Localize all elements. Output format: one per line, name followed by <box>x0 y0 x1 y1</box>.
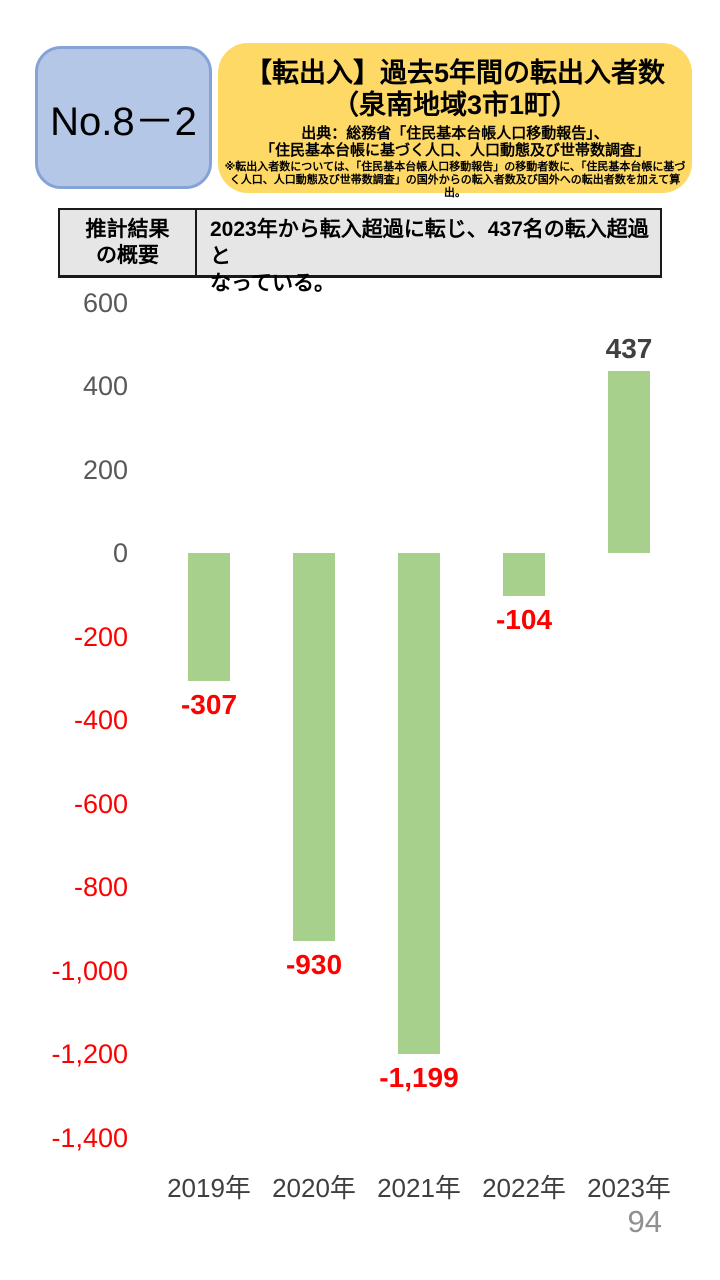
x-axis-label-2020年: 2020年 <box>272 1173 356 1203</box>
y-axis-tick-label: -1,000 <box>51 955 128 986</box>
footnote-text: ※転出入者数については、「住民基本台帳人口移動報告」の移動者数に、「住民基本台帳… <box>224 161 686 199</box>
summary-table: 推計結果 の概要 2023年から転入超過に転じ、437名の転入超過と なっている… <box>58 208 662 295</box>
x-axis-label-2019年: 2019年 <box>167 1173 251 1203</box>
y-axis-tick-label: -400 <box>73 705 128 735</box>
page-title-line-2: （泉南地域3市1町） <box>331 90 579 120</box>
summary-body-line-1: 2023年から転入超過に転じ、437名の転入超過と <box>210 218 649 268</box>
y-axis-tick-label: -1,200 <box>51 1039 128 1069</box>
bar-2022年 <box>503 553 545 597</box>
value-label-2022年: -104 <box>495 604 553 636</box>
x-axis-label-2023年: 2023年 <box>587 1173 671 1203</box>
title-box: 【転出入】過去5年間の転出入者数 （泉南地域3市1町） 出典：総務省「住民基本台… <box>218 43 692 199</box>
y-axis-tick-label: 400 <box>82 371 128 401</box>
value-label-2019年: -307 <box>180 689 238 721</box>
value-label-2021年: -1,199 <box>379 1061 459 1093</box>
summary-body-line-2: なっている。 <box>210 272 335 295</box>
value-label-2023年: 437 <box>605 332 653 364</box>
y-axis-tick-label: 0 <box>112 538 128 568</box>
bar-2020年 <box>293 553 335 942</box>
value-label-2020年: -930 <box>285 949 343 981</box>
summary-header-cell: 推計結果 の概要 <box>60 210 197 275</box>
y-axis-tick-label: -600 <box>73 788 128 819</box>
bar-2019年 <box>188 553 230 682</box>
summary-header-line-2: の概要 <box>96 243 159 267</box>
slide-number-label: No.8－2 <box>50 99 197 144</box>
y-axis-tick-label: -1,400 <box>51 1122 128 1153</box>
source-line-2: 「住民基本台帳に基づく人口、人口動態及び世帯数調査」 <box>259 142 650 159</box>
bar-chart: 600 400 200 0 -200 -400 -600 -800 -1,000 -1,200 -1… <box>0 280 720 1204</box>
summary-body-cell: 2023年から転入超過に転じ、437名の転入超過と なっている。 <box>197 210 660 295</box>
y-axis-tick-label: 600 <box>82 287 128 318</box>
page-number: 94 <box>627 1204 662 1239</box>
x-axis-label-2022年: 2022年 <box>482 1173 566 1203</box>
y-axis-tick-label: -200 <box>73 621 128 652</box>
source-line-1: 出典：総務省「住民基本台帳人口移動報告」、 <box>301 125 609 142</box>
source-block: 出典：総務省「住民基本台帳人口移動報告」、 「住民基本台帳に基づく人口、人口動態… <box>218 125 692 159</box>
bar-2021年 <box>398 553 440 1054</box>
y-axis-tick-label: 200 <box>82 454 128 485</box>
page-title-line-1: 【転出入】過去5年間の転出入者数 <box>244 58 665 88</box>
x-axis-label-2021年: 2021年 <box>377 1173 461 1203</box>
y-axis-tick-label: -800 <box>73 872 128 902</box>
summary-header-line-1: 推計結果 <box>85 217 170 241</box>
slide-number-box: No.8－2 <box>35 46 212 189</box>
bar-2023年 <box>608 370 650 553</box>
